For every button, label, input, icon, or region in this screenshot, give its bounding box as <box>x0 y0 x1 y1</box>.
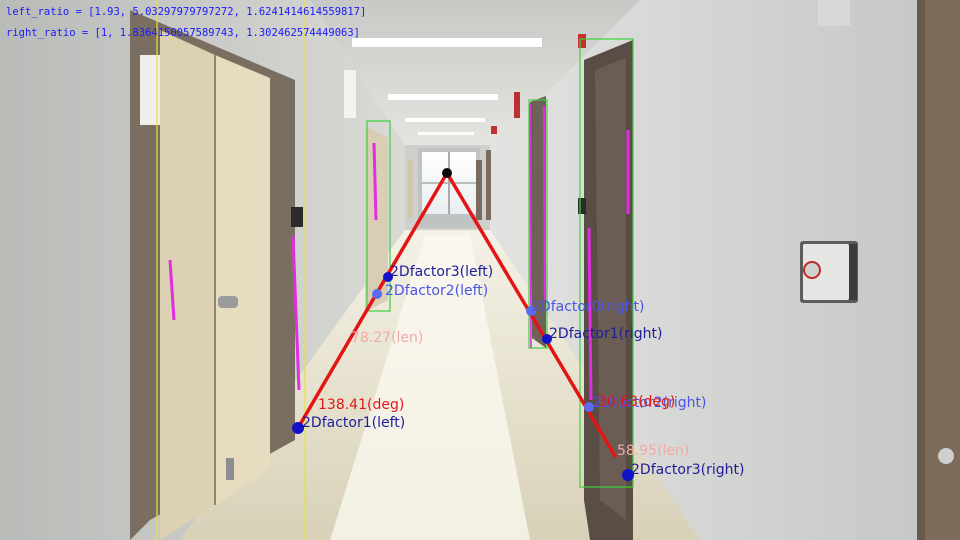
yellow-guide-lines <box>156 0 306 540</box>
green-bounding-boxes <box>366 38 634 488</box>
label-2dfactor3-right: 2Dfactor3(right) <box>631 462 745 478</box>
point-f0-right <box>526 306 536 316</box>
point-f1-right <box>542 334 552 344</box>
point-f3-left <box>383 272 393 282</box>
ceiling-lights <box>352 38 542 135</box>
point-f2-left <box>372 289 382 299</box>
label-angle-left: 138.41(deg) <box>318 397 405 413</box>
card-reader <box>800 241 858 303</box>
fire-alarms <box>491 34 586 134</box>
ceiling <box>290 0 700 145</box>
right-door <box>578 40 633 540</box>
label-2dfactor1-left: 2Dfactor1(left) <box>302 415 406 431</box>
right-ratio-text: right_ratio = [1, 1.8364150057589743, 1.… <box>6 27 361 39</box>
point-f2-right <box>584 402 594 412</box>
point-f1-left <box>292 422 304 434</box>
right-wall-features <box>818 0 960 540</box>
label-angle-right: 30.63(deg) <box>598 394 676 410</box>
label-2dfactor0-right: 2Dfactor0(right) <box>531 299 645 315</box>
label-2dfactor2-left: 2Dfactor2(left) <box>385 283 489 299</box>
left-ratio-text: left_ratio = [1.93, 5.03297979797272, 1.… <box>6 6 367 18</box>
vanishing-point <box>442 168 452 178</box>
left-door <box>130 10 303 540</box>
floor <box>180 230 700 540</box>
label-length-left: 78.27(len) <box>351 330 424 346</box>
point-f3-right <box>622 469 634 481</box>
label-2dfactor3-left: 2Dfactor3(left) <box>390 264 494 280</box>
label-length-right: 58.95(len) <box>617 443 690 459</box>
label-2dfactor2-right: 2Dfactor2(right) <box>593 395 707 411</box>
factor-points <box>292 168 634 481</box>
right-mid-door <box>514 92 546 348</box>
label-2dfactor1-right: 2Dfactor1(right) <box>549 326 663 342</box>
far-doors <box>408 150 491 220</box>
